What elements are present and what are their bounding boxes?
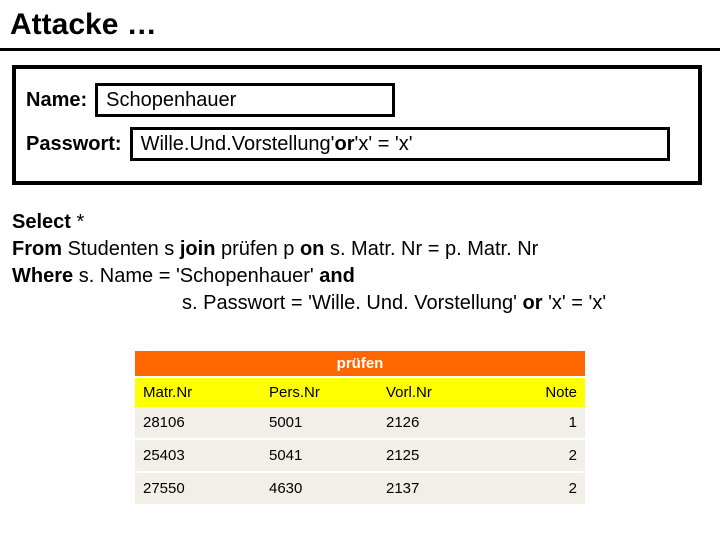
sql-text: s. Passwort = 'Wille. Und. Vorstellung': [182, 292, 523, 314]
sql-text: 'x' = 'x': [548, 292, 606, 314]
sql-line-1: Select *: [12, 209, 708, 236]
cell-vorlnr: 2125: [378, 439, 495, 472]
col-header-persnr: Pers.Nr: [261, 377, 378, 407]
sql-kw-from: From: [12, 238, 68, 260]
cell-persnr: 5041: [261, 439, 378, 472]
sql-kw-where: Where: [12, 265, 79, 287]
sql-text: s. Matr. Nr = p. Matr. Nr: [330, 238, 538, 260]
password-value-prefix: Wille.Und.Vorstellung': [141, 133, 335, 156]
sql-query: Select * From Studenten s join prüfen p …: [0, 199, 720, 323]
cell-persnr: 4630: [261, 472, 378, 505]
sql-text: s. Name = 'Schopenhauer': [79, 265, 320, 287]
sql-kw-and: and: [319, 265, 355, 287]
table-title-row: prüfen: [135, 351, 585, 377]
sql-text: prüfen p: [221, 238, 300, 260]
cell-note: 2: [495, 439, 585, 472]
cell-note: 1: [495, 407, 585, 439]
sql-kw-on: on: [300, 238, 330, 260]
cell-vorlnr: 2137: [378, 472, 495, 505]
cell-vorlnr: 2126: [378, 407, 495, 439]
cell-matrnr: 27550: [135, 472, 261, 505]
sql-line-3: Where s. Name = 'Schopenhauer' and: [12, 263, 708, 290]
table-title: prüfen: [135, 351, 585, 377]
password-input[interactable]: Wille.Und.Vorstellung' or 'x' = 'x': [130, 127, 670, 161]
name-row: Name: Schopenhauer: [26, 83, 688, 117]
password-label: Passwort:: [26, 133, 122, 156]
sql-line-4: s. Passwort = 'Wille. Und. Vorstellung' …: [12, 290, 708, 317]
cell-matrnr: 25403: [135, 439, 261, 472]
result-table: prüfen Matr.Nr Pers.Nr Vorl.Nr Note 2810…: [135, 351, 585, 506]
page-title: Attacke …: [0, 0, 720, 51]
login-form: Name: Schopenhauer Passwort: Wille.Und.V…: [12, 65, 702, 185]
password-value-suffix: 'x' = 'x': [355, 133, 413, 156]
sql-text: Studenten s: [68, 238, 180, 260]
name-value: Schopenhauer: [106, 89, 236, 112]
password-row: Passwort: Wille.Und.Vorstellung' or 'x' …: [26, 127, 688, 161]
result-table-wrap: prüfen Matr.Nr Pers.Nr Vorl.Nr Note 2810…: [135, 351, 585, 506]
table-row: 25403 5041 2125 2: [135, 439, 585, 472]
col-header-matrnr: Matr.Nr: [135, 377, 261, 407]
col-header-vorlnr: Vorl.Nr: [378, 377, 495, 407]
cell-matrnr: 28106: [135, 407, 261, 439]
sql-kw-or: or: [523, 292, 549, 314]
table-row: 27550 4630 2137 2: [135, 472, 585, 505]
cell-note: 2: [495, 472, 585, 505]
col-header-note: Note: [495, 377, 585, 407]
sql-kw-join: join: [180, 238, 221, 260]
sql-text: *: [71, 211, 84, 233]
table-row: 28106 5001 2126 1: [135, 407, 585, 439]
name-label: Name:: [26, 89, 87, 112]
name-input[interactable]: Schopenhauer: [95, 83, 395, 117]
table-header-row: Matr.Nr Pers.Nr Vorl.Nr Note: [135, 377, 585, 407]
password-value-or: or: [335, 133, 355, 156]
sql-kw-select: Select: [12, 211, 71, 233]
sql-line-2: From Studenten s join prüfen p on s. Mat…: [12, 236, 708, 263]
cell-persnr: 5001: [261, 407, 378, 439]
